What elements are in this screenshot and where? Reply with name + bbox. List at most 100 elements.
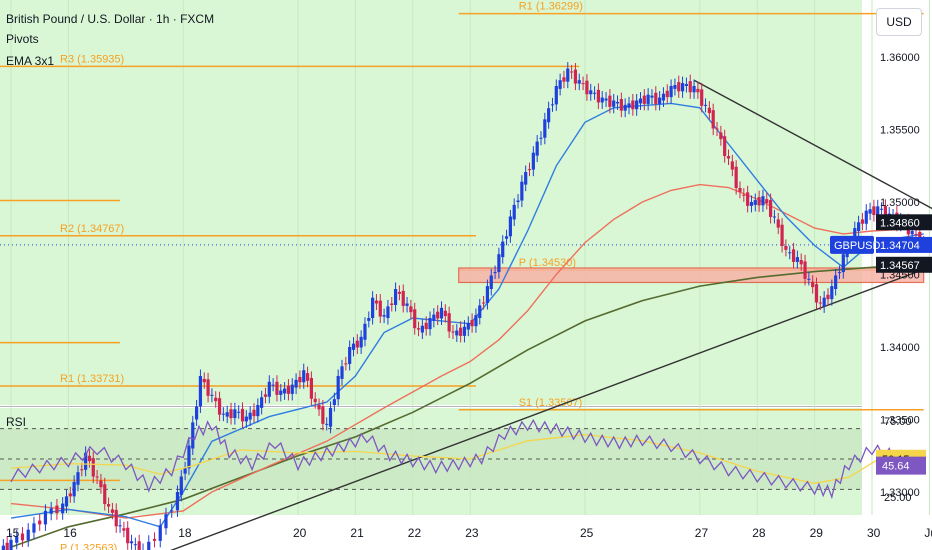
candle-body[interactable] [558,80,562,89]
candle-body[interactable] [91,458,95,477]
candle-body[interactable] [401,290,405,306]
candle-body[interactable] [263,394,268,397]
candle-body[interactable] [221,413,225,415]
candle-body[interactable] [585,80,589,95]
candle-body[interactable] [803,261,807,279]
candle-body[interactable] [654,92,658,104]
candle-body[interactable] [76,472,80,485]
candle-body[interactable] [635,100,639,110]
candle-body[interactable] [623,104,627,111]
candle-body[interactable] [711,110,715,129]
candle-body[interactable] [700,89,704,106]
candle-body[interactable] [504,236,509,239]
candle-body[interactable] [72,481,76,497]
candle-body[interactable] [619,99,623,111]
candle-body[interactable] [826,294,830,300]
candle-body[interactable] [432,314,436,321]
candle-body[interactable] [187,445,191,469]
candle-body[interactable] [830,286,834,300]
candle-body[interactable] [359,336,363,348]
candle-body[interactable] [256,405,260,417]
candle-body[interactable] [126,527,130,544]
candle-body[interactable] [807,278,811,280]
candle-body[interactable] [868,209,872,214]
candle-body[interactable] [321,406,325,424]
candle-body[interactable] [688,81,692,93]
candle-body[interactable] [612,100,616,107]
candle-body[interactable] [719,132,723,140]
candle-body[interactable] [562,77,566,82]
candle-body[interactable] [290,384,294,394]
candle-body[interactable] [516,200,520,202]
candle-body[interactable] [355,340,359,348]
candle-body[interactable] [761,196,765,206]
candle-body[interactable] [1,545,5,550]
candle-body[interactable] [38,520,42,525]
candle-body[interactable] [776,219,780,228]
candle-body[interactable] [646,94,650,104]
candle-body[interactable] [164,514,168,529]
candle-body[interactable] [302,370,306,383]
candle-body[interactable] [439,307,444,319]
candle-body[interactable] [765,199,769,203]
candle-body[interactable] [573,69,578,84]
candle-body[interactable] [730,161,734,170]
candle-body[interactable] [512,204,516,220]
candle-body[interactable] [214,397,218,402]
candle-body[interactable] [416,328,421,330]
candle-body[interactable] [738,187,742,192]
candle-body[interactable] [99,480,103,488]
candle-body[interactable] [650,95,654,98]
candle-body[interactable] [328,407,333,427]
candle-body[interactable] [348,347,352,364]
candle-body[interactable] [470,319,474,327]
currency-button[interactable]: USD [876,8,922,36]
candle-body[interactable] [768,200,773,217]
candle-body[interactable] [183,468,187,474]
candle-body[interactable] [84,452,88,470]
candle-body[interactable] [914,233,918,235]
candle-body[interactable] [9,539,13,550]
candle-body[interactable] [493,272,497,274]
candle-body[interactable] [627,103,631,108]
candle-body[interactable] [857,222,861,231]
candle-body[interactable] [876,206,880,216]
candle-body[interactable] [723,136,727,157]
candle-body[interactable] [413,309,417,329]
candle-body[interactable] [340,366,344,379]
candle-body[interactable] [608,95,612,107]
candle-body[interactable] [742,194,746,196]
candle-body[interactable] [780,224,784,246]
candle-body[interactable] [872,206,876,216]
candle-body[interactable] [753,200,757,205]
candle-body[interactable] [707,107,711,114]
candle-body[interactable] [367,318,371,321]
candle-body[interactable] [137,541,141,550]
candle-body[interactable] [508,216,512,237]
candle-body[interactable] [158,525,162,541]
candle-body[interactable] [459,327,463,336]
symbol-tag[interactable] [830,235,874,254]
candle-body[interactable] [103,484,107,505]
candle-body[interactable] [680,83,685,92]
candle-body[interactable] [451,331,455,333]
candle-body[interactable] [95,476,99,478]
candle-body[interactable] [749,202,754,206]
candle-body[interactable] [61,503,65,514]
candle-body[interactable] [267,381,271,397]
candle-body[interactable] [550,104,555,106]
candle-body[interactable] [229,409,233,419]
candle-body[interactable] [577,80,581,84]
candle-body[interactable] [474,315,478,327]
candle-body[interactable] [20,533,25,541]
candle-body[interactable] [501,241,505,258]
candle-body[interactable] [726,156,731,159]
candle-body[interactable] [332,399,336,405]
candle-body[interactable] [462,326,467,336]
candle-body[interactable] [202,378,206,383]
candle-body[interactable] [363,323,367,340]
candle-body[interactable] [673,85,677,89]
candle-body[interactable] [566,68,570,82]
candle-body[interactable] [43,510,48,525]
candle-body[interactable] [860,219,865,224]
